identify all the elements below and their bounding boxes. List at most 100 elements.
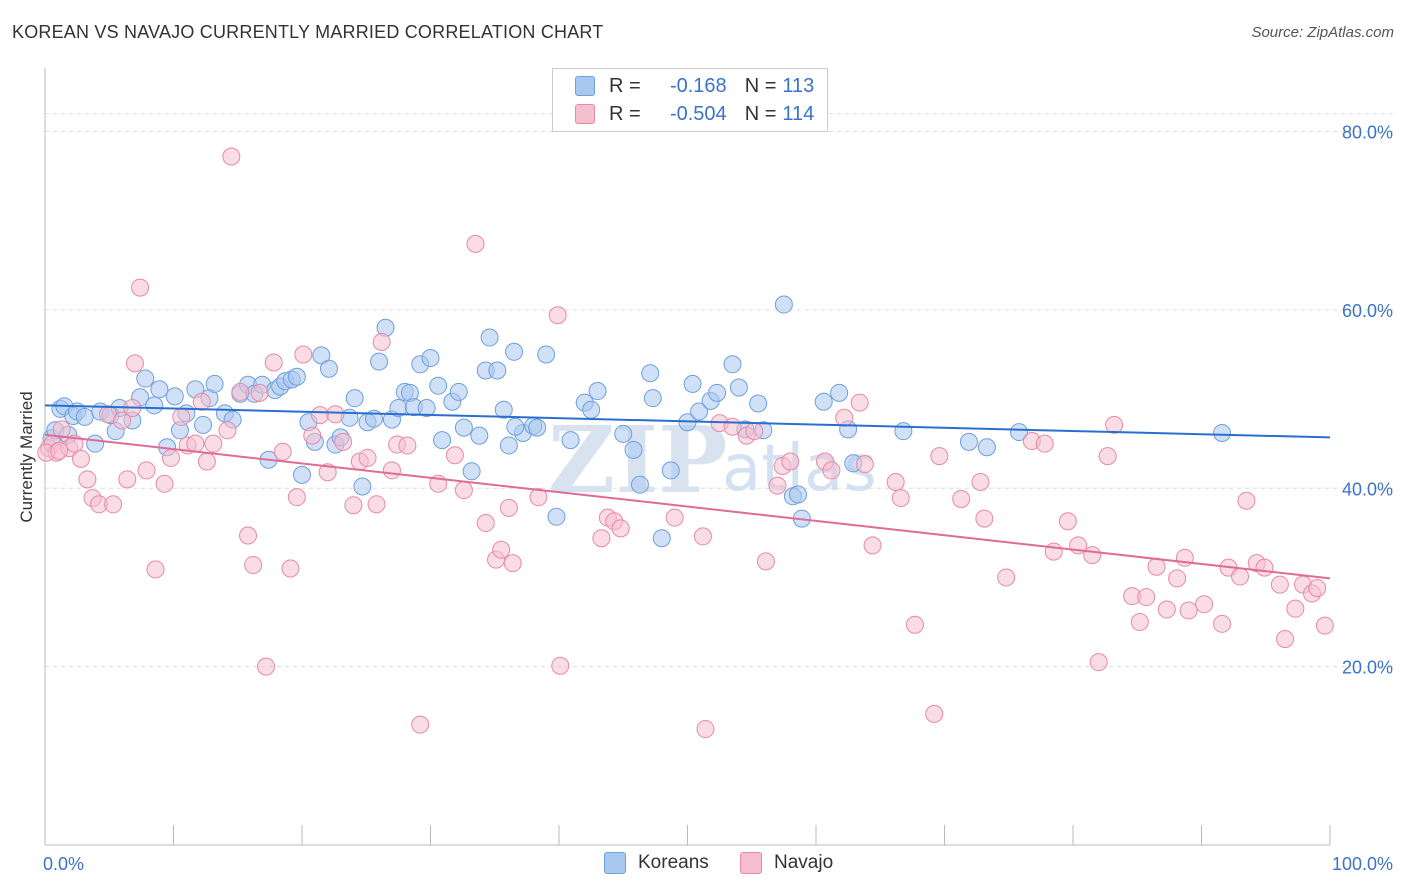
navajo-point bbox=[997, 568, 1016, 587]
navajo-point bbox=[52, 420, 71, 439]
navajo-point bbox=[155, 474, 174, 493]
navajo-point bbox=[334, 432, 353, 451]
navajo-point bbox=[382, 461, 401, 480]
navajo-point bbox=[768, 476, 787, 495]
korean-point bbox=[528, 418, 547, 437]
legend-row-korean: R = -0.168 N = 113 bbox=[575, 74, 814, 98]
navajo-point bbox=[551, 656, 570, 675]
navajo-point bbox=[850, 393, 869, 412]
korean-point bbox=[1213, 423, 1232, 442]
navajo-point bbox=[445, 446, 464, 465]
navajo-point bbox=[1130, 613, 1149, 632]
navajo-point bbox=[1213, 614, 1232, 633]
navajo-point bbox=[971, 473, 990, 492]
korean-n-label: N = bbox=[744, 74, 777, 97]
x-tick-label-max: 100.0% bbox=[1332, 854, 1393, 874]
navajo-point bbox=[492, 540, 511, 559]
korean-point bbox=[614, 424, 633, 443]
watermark-zip: ZIP bbox=[548, 406, 727, 514]
x-tick-label-min: 0.0% bbox=[43, 854, 84, 874]
navajo-legend-label: Navajo bbox=[774, 852, 834, 873]
navajo-point bbox=[1237, 491, 1256, 510]
navajo-point bbox=[318, 463, 337, 482]
navajo-point bbox=[822, 461, 841, 480]
korean-point bbox=[421, 349, 440, 368]
navajo-point bbox=[1147, 557, 1166, 576]
korean-r-value: -0.168 bbox=[669, 74, 727, 97]
korean-points bbox=[42, 295, 1232, 548]
navajo-point bbox=[398, 436, 417, 455]
korean-n-value: 113 bbox=[782, 74, 815, 97]
korean-point bbox=[661, 461, 680, 480]
navajo-n-label: N = bbox=[744, 102, 777, 125]
navajo-point bbox=[693, 527, 712, 546]
navajo-point bbox=[611, 519, 630, 538]
korean-point bbox=[75, 407, 94, 426]
navajo-point bbox=[745, 422, 764, 441]
navajo-point bbox=[476, 514, 495, 533]
navajo-point bbox=[1231, 567, 1250, 586]
korean-point bbox=[505, 342, 524, 361]
korean-point bbox=[165, 387, 184, 406]
korean-point bbox=[537, 345, 556, 364]
navajo-point bbox=[231, 382, 250, 401]
correlation-legend: R = -0.168 N = 113 R = -0.504 N = 114 bbox=[552, 68, 828, 132]
navajo-point bbox=[131, 278, 150, 297]
navajo-point bbox=[975, 509, 994, 528]
korean-point bbox=[454, 418, 473, 437]
navajo-point bbox=[905, 615, 924, 634]
navajo-point bbox=[466, 234, 485, 253]
korean-point bbox=[506, 417, 525, 436]
korean-point bbox=[194, 415, 213, 434]
navajo-point bbox=[172, 407, 191, 426]
trend-lines bbox=[44, 404, 1331, 580]
korean-point bbox=[449, 382, 468, 401]
navajo-point bbox=[273, 442, 292, 461]
y-tick-label: 60.0% bbox=[1342, 301, 1393, 321]
y-tick-label: 40.0% bbox=[1342, 479, 1393, 499]
korean-point bbox=[480, 328, 499, 347]
navajo-point bbox=[1179, 601, 1198, 620]
navajo-point bbox=[326, 405, 345, 424]
korean-point bbox=[312, 346, 331, 365]
korean-point bbox=[145, 396, 164, 415]
navajo-point bbox=[1315, 616, 1334, 635]
legend-item-navajo: Navajo bbox=[740, 852, 833, 874]
legend-item-koreans: Koreans bbox=[604, 852, 709, 874]
korean-point bbox=[1010, 423, 1029, 442]
navajo-point bbox=[863, 536, 882, 555]
navajo-point bbox=[113, 411, 132, 430]
legend-row-navajo: R = -0.504 N = 114 bbox=[575, 102, 814, 126]
korean-point bbox=[86, 434, 105, 453]
navajo-point bbox=[1044, 542, 1063, 561]
korean-point bbox=[749, 394, 768, 413]
korean-point bbox=[319, 359, 338, 378]
navajo-point bbox=[499, 498, 518, 517]
korean-point bbox=[729, 378, 748, 397]
korean-point bbox=[429, 376, 448, 395]
navajo-point bbox=[1270, 575, 1289, 594]
korean-point bbox=[136, 369, 155, 388]
navajo-point bbox=[264, 353, 283, 372]
navajo-point bbox=[257, 657, 276, 676]
navajo-point bbox=[367, 495, 386, 514]
navajo-point bbox=[503, 554, 522, 573]
y-axis-label: Currently Married bbox=[17, 391, 36, 522]
navajo-point bbox=[204, 434, 223, 453]
korean-point bbox=[630, 475, 649, 494]
korean-point bbox=[494, 400, 513, 419]
navajo-point bbox=[78, 470, 97, 489]
navajo-point bbox=[1098, 447, 1117, 466]
navajo-point bbox=[1137, 588, 1156, 607]
korean-point bbox=[488, 361, 507, 380]
korean-point bbox=[205, 374, 224, 393]
korean-point bbox=[287, 367, 306, 386]
navajo-point bbox=[310, 406, 329, 425]
koreans-legend-swatch bbox=[604, 852, 626, 874]
navajo-point bbox=[1195, 595, 1214, 614]
navajo-point bbox=[1308, 579, 1327, 598]
navajo-point bbox=[344, 496, 363, 515]
korean-point bbox=[708, 383, 727, 402]
navajo-point bbox=[952, 489, 971, 508]
